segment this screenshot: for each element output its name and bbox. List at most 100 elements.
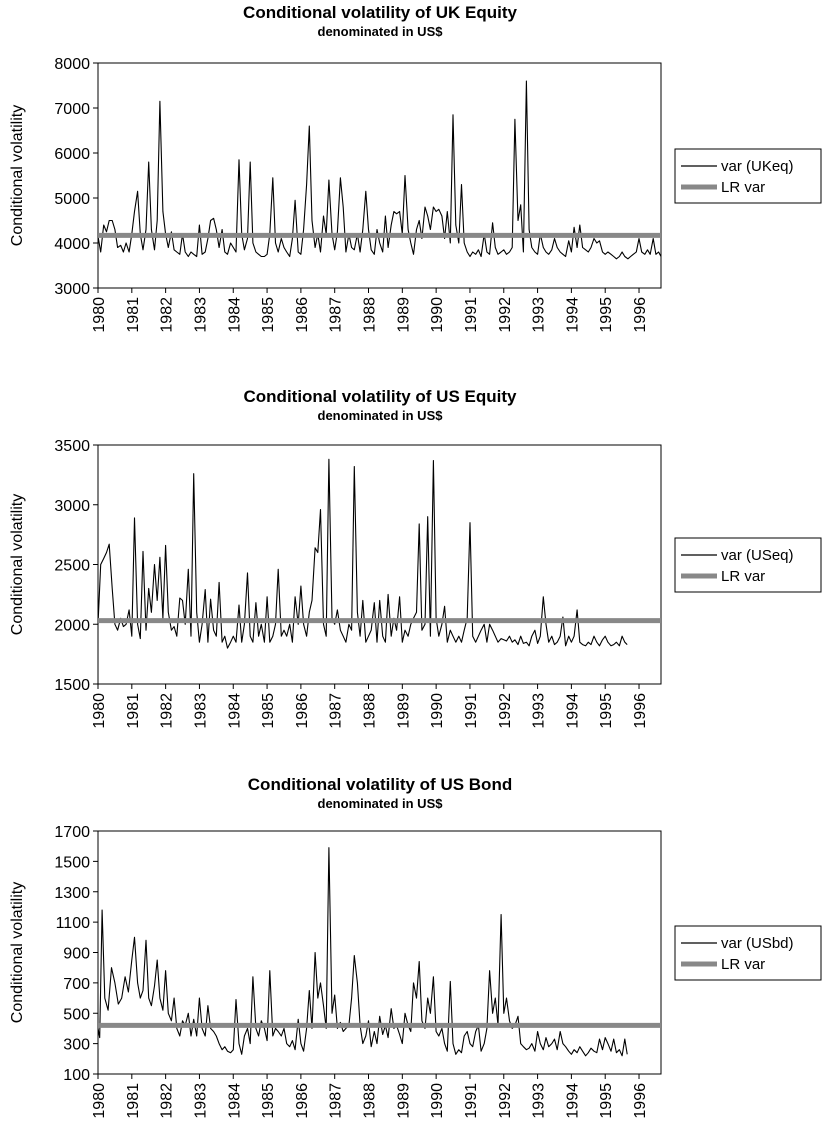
chart-svg: Conditional volatility of UK Equity denom…: [9, 3, 822, 333]
series-line-volatility: [97, 847, 628, 1057]
chart-title: Conditional volatility of UK Equity: [243, 3, 517, 22]
x-tick-label: 1983: [192, 297, 209, 333]
x-tick-label: 1985: [260, 297, 277, 333]
legend-label: var (USbd): [721, 935, 794, 952]
x-tick-label: 1982: [159, 1083, 176, 1119]
legend-box: [674, 148, 822, 204]
chart-subtitle: denominated in US$: [318, 408, 444, 423]
y-tick-label: 3000: [54, 281, 90, 298]
x-tick-label: 1988: [362, 693, 379, 729]
y-tick-label: 1500: [54, 854, 90, 871]
x-tick-label: 1988: [362, 1083, 379, 1119]
x-tick-label: 1980: [91, 297, 108, 333]
y-tick-label: 2000: [54, 617, 90, 634]
y-axis-label: Conditional volatility: [9, 494, 26, 635]
legend-box: [674, 537, 822, 593]
y-tick-label: 6000: [54, 146, 90, 163]
x-tick-label: 1991: [463, 297, 480, 333]
x-tick-label: 1982: [159, 693, 176, 729]
x-tick-label: 1986: [294, 693, 311, 729]
plot-area: [97, 444, 662, 685]
x-tick-label: 1990: [429, 693, 446, 729]
x-tick-label: 1990: [429, 1083, 446, 1119]
legend-label: LR var: [721, 179, 765, 196]
x-tick-label: 1980: [91, 1083, 108, 1119]
chart-svg: Conditional volatility of US Equity denom…: [9, 387, 822, 729]
plot-area: [97, 830, 662, 1075]
y-tick-label: 2500: [54, 558, 90, 575]
y-tick-label: 4000: [54, 236, 90, 253]
series-line-volatility: [97, 458, 628, 649]
x-tick-label: 1990: [429, 297, 446, 333]
legend-label: LR var: [721, 568, 765, 585]
legend-label: var (USeq): [721, 547, 794, 564]
y-axis-label: Conditional volatility: [9, 105, 26, 246]
x-tick-label: 1984: [226, 297, 243, 333]
chart-panel-us-bond: Conditional volatility of US Bond denomin…: [0, 748, 829, 1125]
x-tick-label: 1981: [125, 1083, 142, 1119]
y-tick-label: 7000: [54, 101, 90, 118]
chart-panel-us-equity: Conditional volatility of US Equity denom…: [0, 378, 829, 733]
x-tick-label: 1986: [294, 1083, 311, 1119]
y-tick-label: 100: [63, 1067, 90, 1084]
x-tick-label: 1993: [531, 693, 548, 729]
x-tick-label: 1980: [91, 693, 108, 729]
x-tick-label: 1987: [328, 297, 345, 333]
x-tick-label: 1988: [362, 297, 379, 333]
x-tick-label: 1981: [125, 693, 142, 729]
y-tick-label: 3500: [54, 438, 90, 455]
plot-area: [97, 62, 662, 289]
legend-label: var (UKeq): [721, 158, 794, 175]
x-tick-label: 1996: [632, 1083, 649, 1119]
x-tick-label: 1989: [395, 297, 412, 333]
x-tick-label: 1982: [159, 297, 176, 333]
x-tick-label: 1996: [632, 693, 649, 729]
chart-subtitle: denominated in US$: [318, 796, 444, 811]
x-tick-label: 1995: [598, 1083, 615, 1119]
x-tick-label: 1984: [226, 1083, 243, 1119]
x-tick-label: 1992: [497, 1083, 514, 1119]
x-tick-label: 1993: [531, 1083, 548, 1119]
x-tick-label: 1996: [632, 297, 649, 333]
x-tick-label: 1994: [564, 297, 581, 333]
x-tick-label: 1984: [226, 693, 243, 729]
y-tick-label: 1500: [54, 677, 90, 694]
x-tick-label: 1994: [564, 693, 581, 729]
y-tick-label: 300: [63, 1037, 90, 1054]
x-tick-label: 1991: [463, 693, 480, 729]
x-tick-label: 1985: [260, 693, 277, 729]
x-tick-label: 1993: [531, 297, 548, 333]
x-tick-label: 1987: [328, 693, 345, 729]
x-tick-label: 1985: [260, 1083, 277, 1119]
x-tick-label: 1989: [395, 1083, 412, 1119]
y-tick-label: 1700: [54, 824, 90, 841]
x-tick-label: 1995: [598, 693, 615, 729]
x-tick-label: 1992: [497, 693, 514, 729]
legend: var (UKeq) LR var: [674, 148, 822, 204]
x-tick-label: 1981: [125, 297, 142, 333]
x-tick-label: 1995: [598, 297, 615, 333]
x-tick-label: 1989: [395, 693, 412, 729]
legend-box: [674, 925, 822, 981]
x-tick-label: 1983: [192, 693, 209, 729]
x-tick-label: 1992: [497, 297, 514, 333]
x-tick-label: 1994: [564, 1083, 581, 1119]
x-tick-label: 1983: [192, 1083, 209, 1119]
legend: var (USbd) LR var: [674, 925, 822, 981]
chart-svg: Conditional volatility of US Bond denomin…: [9, 775, 822, 1119]
chart-panel-uk-equity: Conditional volatility of UK Equity denom…: [0, 0, 829, 355]
y-tick-label: 8000: [54, 56, 90, 73]
legend-label: LR var: [721, 956, 765, 973]
y-tick-label: 700: [63, 976, 90, 993]
legend: var (USeq) LR var: [674, 537, 822, 593]
series-line-volatility: [97, 80, 662, 260]
x-tick-label: 1987: [328, 1083, 345, 1119]
y-tick-label: 3000: [54, 498, 90, 515]
y-tick-label: 1300: [54, 885, 90, 902]
y-tick-label: 5000: [54, 191, 90, 208]
x-tick-label: 1986: [294, 297, 311, 333]
chart-subtitle: denominated in US$: [318, 24, 444, 39]
y-tick-label: 500: [63, 1006, 90, 1023]
chart-title: Conditional volatility of US Bond: [248, 775, 512, 794]
